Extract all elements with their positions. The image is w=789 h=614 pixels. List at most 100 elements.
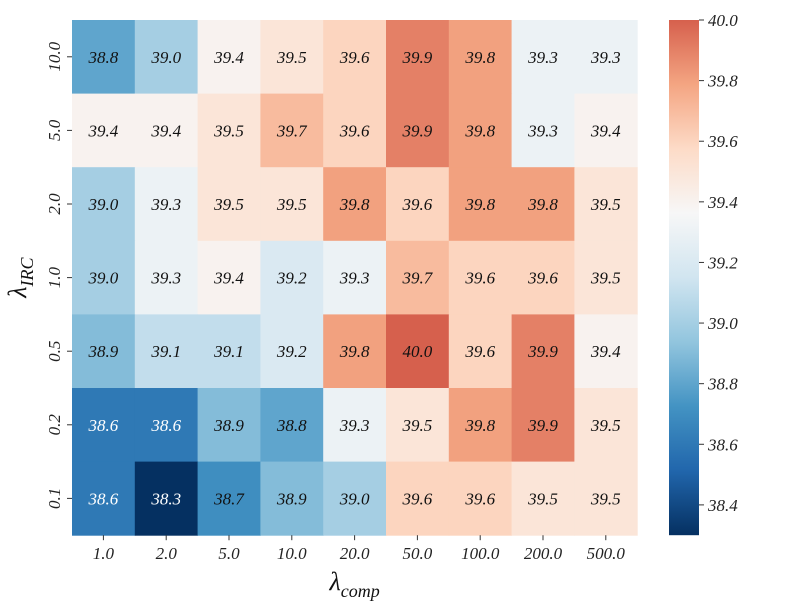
colorbar-tick-label: 38.8 bbox=[707, 375, 738, 394]
x-tick-label: 50.0 bbox=[403, 544, 433, 563]
x-axis-title-sub: comp bbox=[341, 581, 380, 601]
heatmap-cell bbox=[323, 314, 387, 389]
heatmap-cell bbox=[511, 167, 575, 242]
cell-value-label: 39.5 bbox=[590, 195, 621, 214]
colorbar-tick-label: 38.4 bbox=[707, 496, 738, 515]
cell-value-label: 39.4 bbox=[150, 121, 181, 140]
cell-value-label: 39.6 bbox=[339, 121, 370, 140]
heatmap-cell bbox=[323, 20, 387, 95]
cell-value-label: 39.5 bbox=[276, 195, 307, 214]
heatmap-cell bbox=[448, 167, 513, 242]
cell-value-label: 39.4 bbox=[590, 342, 621, 361]
colorbar-tick-label: 38.6 bbox=[707, 435, 738, 454]
heatmap-cell bbox=[134, 167, 199, 242]
cell-value-label: 39.3 bbox=[527, 121, 558, 140]
colorbar-tick-label: 39.4 bbox=[707, 193, 738, 212]
heatmap-cell bbox=[574, 461, 638, 536]
x-axis-title-main: λ bbox=[328, 567, 340, 596]
cell-value-label: 39.6 bbox=[464, 342, 495, 361]
cell-value-label: 39.4 bbox=[88, 121, 119, 140]
heatmap-cell bbox=[574, 20, 638, 95]
cell-value-label: 39.6 bbox=[527, 269, 558, 288]
heatmap-cell bbox=[197, 461, 261, 536]
y-tick-label: 2.0 bbox=[45, 193, 64, 215]
heatmap-cell bbox=[386, 93, 450, 168]
cell-value-label: 39.4 bbox=[590, 121, 621, 140]
cell-value-label: 39.3 bbox=[339, 416, 370, 435]
heatmap-cell bbox=[386, 314, 450, 389]
cell-value-label: 39.4 bbox=[213, 269, 244, 288]
heatmap-cell bbox=[134, 240, 199, 315]
cell-value-label: 39.8 bbox=[339, 342, 370, 361]
cell-value-label: 38.9 bbox=[88, 342, 119, 361]
heatmap-cell bbox=[448, 461, 513, 536]
cell-value-label: 39.4 bbox=[213, 48, 244, 67]
heatmap-cell bbox=[511, 388, 575, 463]
heatmap-cell bbox=[72, 20, 136, 95]
heatmap-cell bbox=[134, 20, 199, 95]
cell-value-label: 39.5 bbox=[276, 48, 307, 67]
heatmap-cell bbox=[260, 314, 324, 389]
heatmap-cell bbox=[448, 388, 513, 463]
heatmap-cell bbox=[323, 167, 387, 242]
heatmap-cell bbox=[386, 167, 450, 242]
heatmap-cell bbox=[197, 240, 261, 315]
heatmap-cell bbox=[511, 93, 575, 168]
colorbar-ticks: 38.4 38.6 38.8 39.0 39.2 39.4 39.6 39.8 40.0 bbox=[699, 11, 738, 515]
cell-value-label: 39.0 bbox=[88, 269, 119, 288]
heatmap-cell bbox=[72, 314, 136, 389]
cell-value-label: 39.6 bbox=[464, 269, 495, 288]
cell-value-label: 39.3 bbox=[527, 48, 558, 67]
cell-value-label: 38.8 bbox=[88, 48, 119, 67]
heatmap-cell bbox=[386, 240, 450, 315]
cell-value-label: 39.5 bbox=[213, 121, 244, 140]
heatmap-cell bbox=[323, 388, 387, 463]
cell-value-label: 39.1 bbox=[150, 342, 181, 361]
cell-value-label: 38.8 bbox=[276, 416, 307, 435]
colorbar bbox=[669, 20, 699, 536]
x-tick-labels: 1.0 2.0 5.0 10.0 20.0 50.0 100.0 200.0 500.0 bbox=[93, 535, 625, 563]
cell-value-label: 39.7 bbox=[402, 269, 434, 288]
cell-value-label: 39.8 bbox=[464, 121, 495, 140]
heatmap-cell bbox=[72, 388, 136, 463]
x-tick-label: 1.0 bbox=[93, 544, 115, 563]
cell-value-label: 39.3 bbox=[150, 269, 181, 288]
heatmap-cell bbox=[448, 314, 513, 389]
heatmap-cell bbox=[260, 461, 324, 536]
heatmap-cell bbox=[134, 388, 199, 463]
heatmap-cell bbox=[574, 388, 638, 463]
heatmap-cell bbox=[72, 167, 136, 242]
cell-value-label: 39.8 bbox=[464, 48, 495, 67]
heatmap-cell bbox=[574, 240, 638, 315]
heatmap-cell bbox=[197, 167, 261, 242]
x-tick-label: 200.0 bbox=[524, 544, 563, 563]
heatmap-cell bbox=[574, 167, 638, 242]
cell-value-label: 39.1 bbox=[213, 342, 244, 361]
heatmap-cell bbox=[448, 93, 513, 168]
cell-value-label: 39.2 bbox=[276, 342, 307, 361]
colorbar-tick-label: 39.6 bbox=[707, 132, 738, 151]
cell-value-label: 39.8 bbox=[464, 195, 495, 214]
heatmap-cell bbox=[323, 240, 387, 315]
cell-value-label: 38.6 bbox=[88, 416, 119, 435]
cell-value-label: 39.9 bbox=[527, 416, 558, 435]
heatmap-cell bbox=[134, 314, 199, 389]
heatmap-cell bbox=[72, 240, 136, 315]
heatmap-cell bbox=[260, 20, 324, 95]
heatmap-cell bbox=[197, 314, 261, 389]
cell-value-label: 38.6 bbox=[88, 489, 119, 508]
cell-value-label: 39.6 bbox=[464, 489, 495, 508]
cell-value-label: 39.6 bbox=[339, 48, 370, 67]
cell-value-label: 39.2 bbox=[276, 269, 307, 288]
cell-value-label: 39.5 bbox=[590, 489, 621, 508]
heatmap-cell bbox=[574, 314, 638, 389]
cell-value-label: 39.5 bbox=[527, 489, 558, 508]
cell-value-label: 39.5 bbox=[402, 416, 433, 435]
heatmap-cell bbox=[72, 93, 136, 168]
cell-value-label: 38.9 bbox=[213, 416, 244, 435]
cell-value-label: 40.0 bbox=[403, 342, 433, 361]
heatmap-cell bbox=[260, 93, 324, 168]
cell-value-label: 39.9 bbox=[527, 342, 558, 361]
y-tick-label: 0.1 bbox=[45, 488, 64, 509]
